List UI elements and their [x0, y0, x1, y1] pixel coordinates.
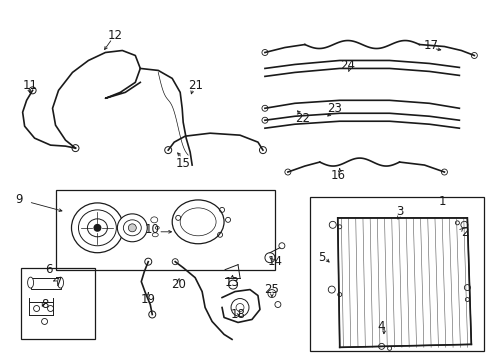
Text: 19: 19: [141, 293, 156, 306]
Ellipse shape: [58, 277, 63, 288]
Text: 14: 14: [267, 255, 282, 268]
Text: 17: 17: [423, 39, 438, 52]
Text: 13: 13: [224, 276, 239, 289]
Text: 10: 10: [144, 223, 160, 236]
Text: 22: 22: [295, 112, 310, 125]
Bar: [309, 197, 483, 351]
Ellipse shape: [117, 214, 147, 242]
Text: 3: 3: [395, 205, 403, 219]
Text: 6: 6: [45, 263, 52, 276]
Text: 2: 2: [461, 226, 468, 239]
Text: 15: 15: [175, 157, 190, 170]
Bar: [56, 190, 274, 270]
Text: 9: 9: [15, 193, 22, 206]
Text: 18: 18: [230, 308, 245, 321]
Ellipse shape: [128, 224, 136, 232]
Bar: [31, 278, 61, 289]
Text: 12: 12: [108, 29, 122, 42]
Text: 1: 1: [438, 195, 445, 208]
Text: 4: 4: [377, 320, 385, 333]
Text: 7: 7: [55, 276, 62, 289]
Text: 8: 8: [41, 298, 48, 311]
Ellipse shape: [27, 277, 34, 288]
Text: 20: 20: [170, 278, 185, 291]
Ellipse shape: [172, 200, 224, 244]
Text: 25: 25: [264, 283, 279, 296]
Text: 23: 23: [326, 102, 342, 115]
Bar: [20, 268, 95, 339]
Text: 21: 21: [187, 79, 202, 92]
Text: 11: 11: [23, 79, 38, 92]
Text: 24: 24: [340, 59, 354, 72]
Text: 16: 16: [329, 168, 345, 181]
Circle shape: [93, 224, 101, 232]
Ellipse shape: [71, 203, 123, 253]
Polygon shape: [337, 218, 470, 347]
Text: 5: 5: [317, 251, 325, 264]
